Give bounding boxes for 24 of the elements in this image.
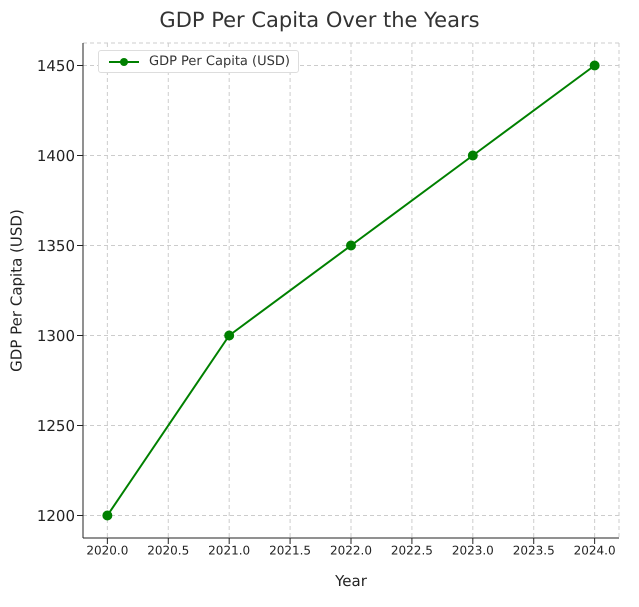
y-tick-label: 1250 bbox=[36, 416, 75, 435]
y-tick-label: 1400 bbox=[36, 146, 75, 165]
x-tick-label: 2022.0 bbox=[330, 544, 372, 558]
point bbox=[224, 330, 234, 340]
x-tick-label: 2021.5 bbox=[269, 544, 312, 558]
point bbox=[590, 60, 600, 70]
x-axis-title: Year bbox=[334, 572, 368, 590]
y-tick-label: 1300 bbox=[36, 326, 75, 345]
x-tick-label: 2023.0 bbox=[452, 544, 494, 558]
x-tick-label: 2020.0 bbox=[86, 544, 128, 558]
y-tick-label: 1350 bbox=[36, 236, 75, 255]
y-tick-label: 1450 bbox=[36, 56, 75, 75]
point bbox=[468, 150, 478, 160]
x-tick-label: 2020.5 bbox=[147, 544, 190, 558]
x-tick-label: 2024.0 bbox=[574, 544, 616, 558]
y-axis-title: GDP Per Capita (USD) bbox=[7, 209, 26, 372]
y-tick-label: 1200 bbox=[36, 506, 75, 525]
x-tick-label: 2022.5 bbox=[390, 544, 433, 558]
chart-title: GDP Per Capita Over the Years bbox=[158, 8, 481, 34]
x-tick-label: 2023.5 bbox=[512, 544, 555, 558]
point bbox=[102, 510, 112, 520]
x-tick-label: 2021.0 bbox=[208, 544, 250, 558]
legend-label: GDP Per Capita (USD) bbox=[149, 54, 290, 69]
point bbox=[346, 240, 356, 250]
